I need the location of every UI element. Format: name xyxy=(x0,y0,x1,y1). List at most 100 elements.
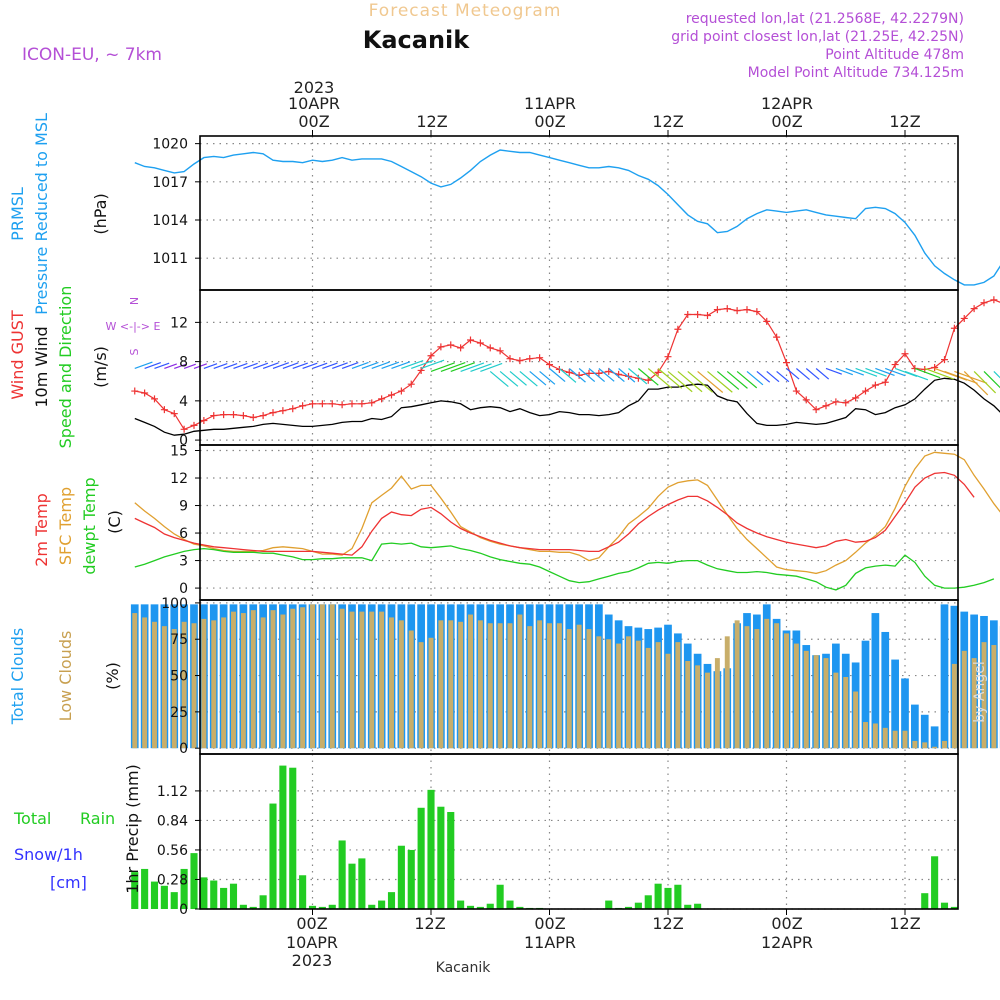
gust-point xyxy=(832,398,840,406)
y-tick-label: 6 xyxy=(179,526,188,542)
wind-arrow xyxy=(983,370,1000,389)
wind-arrow xyxy=(845,367,864,376)
wind-arrow xyxy=(253,362,269,370)
low-cloud-bar xyxy=(576,624,582,749)
y-tick-label: 75 xyxy=(170,632,188,648)
requested-coords: requested lon,lat (21.2568E, 42.2279N) xyxy=(686,11,964,27)
gust-point xyxy=(388,391,395,399)
precip-bar xyxy=(496,884,504,909)
wind-arrow xyxy=(391,361,411,370)
gust-point xyxy=(783,359,790,367)
top-date-2: 11APR xyxy=(524,94,576,113)
wind-arrow xyxy=(351,361,369,370)
precip-bar xyxy=(308,905,317,909)
gust-point xyxy=(980,299,988,307)
low-cloud-bar xyxy=(942,740,947,749)
precip-bar xyxy=(674,884,682,909)
precip-bar xyxy=(940,902,949,909)
y-tick-label: 0 xyxy=(179,433,188,449)
gust-point xyxy=(309,400,316,408)
wind-arrow xyxy=(766,370,780,383)
wind-arrow xyxy=(815,368,830,380)
low-cloud-bar xyxy=(142,617,148,749)
low-cloud-bar xyxy=(981,642,987,749)
wind-arrow xyxy=(588,368,606,383)
y-tick-label: 1011 xyxy=(152,251,188,267)
wind-arrow xyxy=(549,368,566,383)
precip-bar xyxy=(664,887,672,909)
wind-arrow xyxy=(509,370,527,386)
low-cloud-bar xyxy=(714,658,720,749)
precip-bar xyxy=(931,856,939,909)
precip-bar xyxy=(200,877,208,909)
gust-point xyxy=(486,344,494,352)
low-cloud-bar xyxy=(537,620,543,749)
precip-bar xyxy=(279,765,287,909)
gust-point xyxy=(970,305,978,313)
gust-point xyxy=(210,412,218,420)
total-cloud-bar xyxy=(881,631,890,749)
gust-point xyxy=(901,350,909,358)
low-cloud-bar xyxy=(665,653,671,749)
temp-2m-line xyxy=(134,471,975,556)
gust-point xyxy=(220,411,228,419)
wind-arrow xyxy=(430,362,455,372)
gust-point xyxy=(871,381,879,389)
total-cloud-bar xyxy=(940,604,949,749)
wind-arrow xyxy=(233,362,248,370)
bottom-date-3: 12APR xyxy=(761,933,813,952)
wind-arrow xyxy=(716,370,740,390)
low-cloud-bar xyxy=(201,618,207,749)
pressure-line xyxy=(134,149,1000,286)
wind-arrow xyxy=(361,361,379,370)
low-cloud-bar xyxy=(734,620,740,749)
bottom-hour-6: 12Z xyxy=(889,914,920,933)
low-cloud-bar xyxy=(951,663,957,749)
low-cloud-bar xyxy=(616,643,622,749)
gust-point xyxy=(447,341,455,349)
gust-point xyxy=(437,343,445,351)
wind-arrow xyxy=(440,361,466,372)
low-cloud-bar xyxy=(487,623,493,749)
low-cloud-bar xyxy=(171,629,177,749)
gust-point xyxy=(664,353,672,361)
gust-point xyxy=(407,380,415,388)
precip-bar xyxy=(160,885,168,909)
wind-arrow xyxy=(213,362,228,370)
wind-arrow xyxy=(519,370,538,387)
wind-arrow xyxy=(381,361,400,370)
low-cloud-bar xyxy=(398,620,404,749)
precip-bar xyxy=(150,881,159,909)
total-cloud-bar xyxy=(911,704,919,749)
low-cloud-bar xyxy=(833,672,839,749)
precip-bar xyxy=(368,904,376,909)
wind-arrow xyxy=(460,362,485,372)
y-tick-label: 100 xyxy=(161,596,188,612)
gust-point xyxy=(644,376,652,384)
low-cloud-bar xyxy=(754,629,760,749)
low-cloud-bar xyxy=(872,723,878,749)
watermark: by Angel xyxy=(972,661,988,722)
low-cloud-bar xyxy=(932,746,938,749)
total-cloud-bar xyxy=(891,659,899,749)
gust-point xyxy=(131,387,139,395)
sfc-temp-line xyxy=(134,451,1000,575)
wind-arrow xyxy=(647,368,673,389)
low-cloud-bar xyxy=(408,630,414,749)
precip-bar xyxy=(486,903,494,909)
wind-arrow xyxy=(637,368,659,386)
low-cloud-bar xyxy=(191,623,197,749)
low-cloud-bar xyxy=(655,642,661,749)
gust-point xyxy=(239,412,247,420)
gust-point xyxy=(802,396,810,404)
low-cloud-bar xyxy=(497,623,503,749)
bottom-hour-2: 12Z xyxy=(414,914,445,933)
gust-point xyxy=(842,399,850,407)
wind-arrow xyxy=(164,363,177,370)
y-tick-label: 0 xyxy=(179,581,188,597)
wind-arrow xyxy=(934,367,968,381)
precip-bar xyxy=(328,904,336,909)
precip-bar xyxy=(318,906,326,909)
marks-layer xyxy=(0,0,1000,910)
wind-arrow xyxy=(144,362,161,370)
